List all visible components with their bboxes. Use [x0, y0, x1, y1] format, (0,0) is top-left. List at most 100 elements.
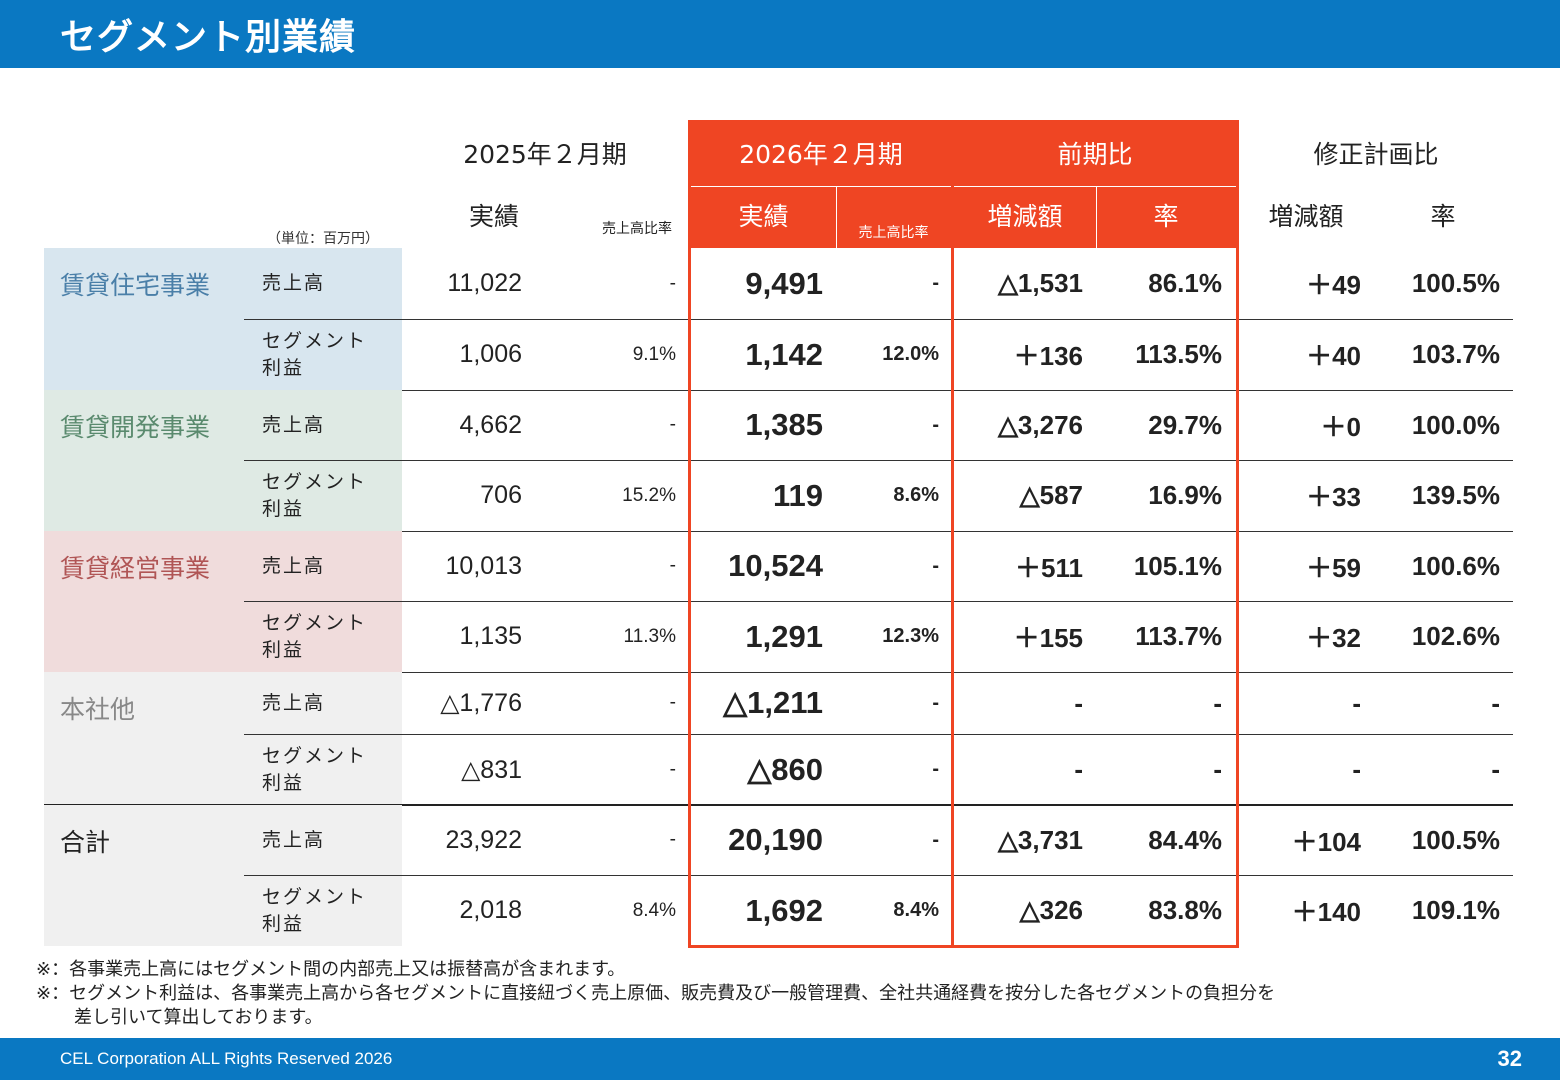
header-prev-period: 2025年２月期: [463, 140, 627, 169]
cell-prev-ratio: -: [669, 829, 676, 850]
cell-curr: 1,692: [745, 892, 823, 928]
cell-curr-ratio: -: [932, 272, 939, 294]
cell-yoy-rate: -: [1213, 687, 1222, 718]
cell-plan-change: ＋33: [1306, 482, 1361, 512]
cell-curr: 1,291: [745, 618, 823, 654]
row-label: セグメント 利益: [244, 460, 402, 531]
row-separator: [244, 460, 1513, 461]
row-label-line: セグメント: [262, 611, 368, 634]
cell-yoy-rate: 113.5%: [1135, 339, 1222, 369]
cell-plan-rate: 100.5%: [1411, 268, 1500, 298]
row-label-text: セグメント 利益: [262, 743, 367, 796]
row-label: 売上高: [262, 554, 326, 577]
cell-curr: 119: [772, 477, 823, 513]
cell-plan-change: ＋0: [1320, 411, 1361, 442]
row-label-text: セグメント 利益: [262, 884, 367, 937]
cell-yoy-rate: 86.1%: [1148, 268, 1222, 298]
subheader-prev-ratio: 売上高比率: [602, 221, 672, 237]
footnotes: ※：各事業売上高にはセグメント間の内部売上又は振替高が含まれます。 ※：セグメン…: [36, 958, 1275, 1030]
cell-plan-rate: -: [1491, 754, 1500, 784]
row-separator: [244, 734, 1513, 735]
cell-plan-rate: 109.1%: [1411, 895, 1500, 925]
cell-prev-ratio: 11.3%: [623, 625, 676, 647]
row-separator: [244, 601, 1513, 602]
cell-yoy-rate: 83.8%: [1148, 895, 1222, 925]
cell-yoy-change: -: [1074, 687, 1083, 718]
cell-yoy-rate: 84.4%: [1148, 824, 1222, 855]
cell-yoy-rate: 113.7%: [1135, 621, 1222, 651]
cell-plan-rate: 139.5%: [1411, 480, 1500, 510]
cell-prev-ratio: -: [669, 414, 676, 435]
cell-plan-change: ＋40: [1306, 341, 1361, 371]
cell-curr: △860: [747, 751, 823, 787]
cell-yoy-change: ＋136: [1013, 341, 1083, 371]
cell-prev: 11,022: [447, 269, 522, 297]
row-label: セグメント 利益: [244, 319, 402, 390]
cell-plan-rate: 102.6%: [1411, 621, 1500, 651]
subheader-yoy-change: 増減額: [987, 202, 1063, 231]
cell-prev: △1,776: [440, 689, 522, 717]
cell-curr: 9,491: [745, 265, 823, 301]
cell-plan-rate: 100.6%: [1411, 550, 1500, 581]
header-curr-period: 2026年２月期: [739, 140, 903, 169]
header-yoy: 前期比: [1057, 140, 1133, 169]
total-separator: [44, 804, 1513, 806]
cell-plan-rate: -: [1491, 687, 1500, 718]
cell-prev-ratio: -: [669, 692, 676, 713]
cell-curr-ratio: 12.3%: [882, 625, 939, 647]
cell-curr-ratio: -: [932, 828, 939, 851]
segment-name: 本社他: [44, 672, 244, 805]
cell-prev: 1,135: [459, 622, 522, 650]
page-title: セグメント別業績: [60, 17, 357, 58]
cell-prev-ratio: 15.2%: [622, 484, 676, 506]
cell-yoy-change: ＋155: [1013, 623, 1083, 653]
cell-yoy-change: △1,531: [997, 268, 1083, 298]
row-label-line: セグメント: [262, 329, 368, 352]
row-label-line: セグメント: [262, 885, 368, 908]
page-number: 32: [1497, 1046, 1522, 1071]
cell-curr: 20,190: [728, 822, 823, 857]
cell-prev: 706: [480, 481, 522, 509]
cell-plan-change: ＋140: [1291, 897, 1361, 927]
row-label: 売上高: [262, 691, 326, 714]
cell-plan-change: ＋49: [1306, 270, 1361, 300]
cell-prev: 1,006: [459, 340, 522, 368]
subheader-plan-change: 増減額: [1268, 202, 1344, 231]
current-period-divider: [951, 120, 954, 948]
subheader-curr-ratio: 売上高比率: [858, 225, 929, 241]
row-label: セグメント 利益: [244, 734, 402, 805]
segment-name: 賃貸経営事業: [44, 531, 244, 672]
header-separator: [836, 186, 837, 248]
cell-plan-rate: 100.5%: [1411, 824, 1500, 855]
cell-plan-rate: 103.7%: [1411, 339, 1500, 369]
cell-plan-change: ＋59: [1306, 552, 1361, 583]
row-label-line: 利益: [262, 356, 305, 379]
row-label-line: セグメント: [262, 744, 368, 767]
row-label: 売上高: [262, 272, 326, 295]
segment-name: 賃貸住宅事業: [44, 248, 244, 390]
header-separator: [1096, 186, 1097, 248]
cell-yoy-change: △3,731: [997, 824, 1083, 855]
row-label-line: セグメント: [262, 470, 368, 493]
row-label-text: セグメント 利益: [262, 328, 367, 381]
row-label-line: 利益: [262, 771, 305, 794]
cell-curr: 1,385: [745, 407, 823, 442]
row-separator: [244, 875, 1513, 876]
row-label-text: セグメント 利益: [262, 610, 367, 663]
cell-curr: 1,142: [745, 336, 823, 372]
cell-prev: 10,013: [445, 551, 522, 580]
unit-label: （単位：百万円）: [267, 231, 379, 247]
cell-curr-ratio: -: [932, 554, 939, 577]
footnote-2: ※：セグメント利益は、各事業売上高から各セグメントに直接紐づく売上原価、販売費及…: [36, 983, 1276, 1004]
cell-prev-ratio: 9.1%: [632, 343, 676, 365]
row-label: セグメント 利益: [244, 875, 402, 946]
cell-curr-ratio: 8.4%: [893, 899, 939, 921]
cell-yoy-change: ＋511: [1015, 552, 1083, 583]
segment-name: 合計: [44, 805, 244, 946]
header-bar: セグメント別業績: [0, 0, 1560, 68]
copyright: CEL Corporation ALL Rights Reserved 2026: [60, 1049, 393, 1068]
cell-yoy-change: △587: [1019, 480, 1083, 510]
segment-name: 賃貸開発事業: [44, 390, 244, 531]
subheader-plan-rate: 率: [1430, 202, 1456, 231]
cell-curr-ratio: -: [932, 413, 939, 436]
